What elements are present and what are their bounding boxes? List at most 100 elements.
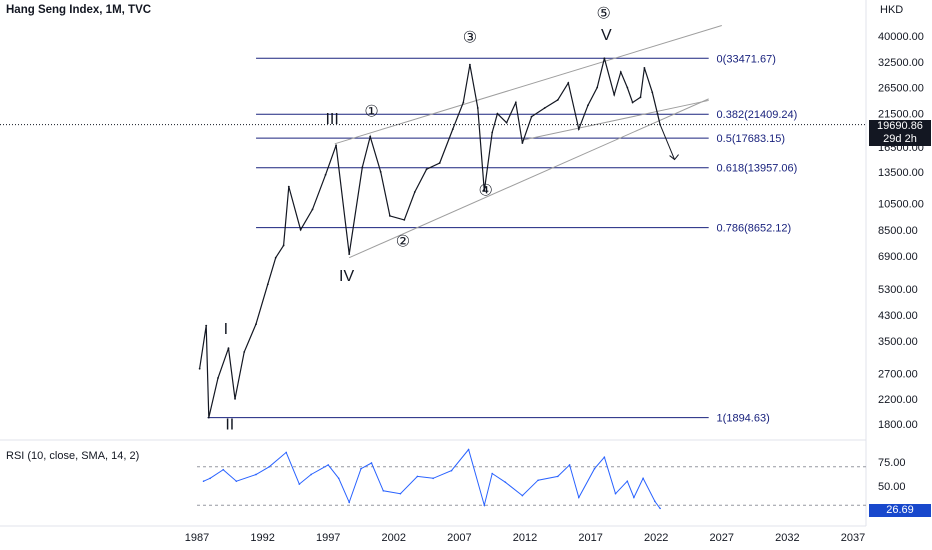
- rsi-point: [310, 473, 312, 476]
- last-price-badge: 19690.86 29d 2h: [869, 120, 931, 146]
- price-point: [656, 112, 659, 115]
- rsi-point: [432, 477, 434, 480]
- rsi-point: [382, 490, 385, 492]
- price-point: [243, 351, 246, 353]
- rsi-series: [202, 448, 661, 510]
- rsi-point: [568, 464, 571, 466]
- price-point: [596, 86, 599, 89]
- time-tick-label: 2002: [382, 532, 406, 544]
- rsi-point: [298, 483, 301, 485]
- price-point: [234, 397, 236, 400]
- rsi-point: [209, 477, 211, 480]
- price-point: [388, 214, 391, 217]
- fib-label: 0.382(21409.24): [717, 109, 798, 121]
- rsi-band-group: [0, 0, 867, 527]
- price-point: [577, 128, 580, 131]
- price-point: [282, 244, 285, 247]
- price-point: [403, 218, 406, 221]
- chart-title[interactable]: Hang Seng Index, 1M, TVC: [6, 4, 152, 16]
- rsi-point: [614, 492, 617, 495]
- rsi-title[interactable]: RSI (10, close, SMA, 14, 2): [6, 450, 140, 462]
- rsi-point: [337, 477, 340, 480]
- trend-line: [522, 99, 709, 141]
- price-point: [476, 107, 479, 109]
- time-tick-label: 2022: [644, 532, 668, 544]
- price-point: [274, 256, 277, 259]
- rsi-point: [327, 464, 330, 466]
- price-point: [425, 168, 428, 171]
- price-point: [451, 128, 454, 131]
- rsi-point: [202, 480, 205, 483]
- currency-label: HKD: [880, 4, 904, 16]
- fib-label: 0.618(13957.06): [717, 163, 798, 175]
- price-point: [324, 173, 327, 176]
- price-point: [530, 115, 533, 118]
- time-axis[interactable]: 1987 1992 1997 2002 2007 2012 2017 2022 2027 2032…: [185, 532, 865, 544]
- time-tick-label: 1992: [250, 532, 274, 544]
- rsi-point: [537, 479, 539, 482]
- wave-label: ②: [396, 233, 410, 250]
- rsi-point: [491, 472, 494, 475]
- rsi-point: [268, 466, 270, 468]
- price-point: [619, 71, 622, 73]
- price-point: [287, 185, 290, 188]
- price-point: [483, 189, 486, 192]
- wave-label: IV: [339, 268, 354, 285]
- time-tick-label: 2027: [710, 532, 734, 544]
- price-point: [556, 99, 559, 101]
- rsi-last-badge: 26.69: [869, 504, 931, 517]
- wave-label: II: [225, 417, 234, 434]
- price-tick-label: 4300.00: [878, 310, 918, 322]
- price-point: [496, 112, 499, 115]
- rsi-point: [557, 475, 559, 478]
- price-point: [207, 416, 210, 419]
- price-tick-label: 21500.00: [878, 109, 924, 121]
- price-point: [198, 367, 201, 370]
- price-tick-label: 10500.00: [878, 198, 924, 210]
- wave-label: ⑤: [597, 6, 611, 23]
- price-point: [643, 66, 646, 69]
- price-point: [348, 253, 351, 255]
- trend-line: [348, 98, 709, 259]
- fib-label: 1(1894.63): [717, 413, 770, 425]
- rsi-point: [285, 451, 288, 454]
- price-point: [603, 57, 606, 60]
- price-point: [462, 101, 465, 104]
- price-point: [361, 166, 364, 169]
- rsi-point: [370, 462, 373, 464]
- price-point: [631, 101, 634, 104]
- time-tick-label: 1997: [316, 532, 340, 544]
- rsi-axis[interactable]: 75.00 50.00: [878, 457, 906, 493]
- wave-label: ④: [478, 182, 492, 199]
- rsi-point: [603, 456, 606, 459]
- price-point: [543, 107, 546, 109]
- projection-arrowhead: [669, 154, 679, 161]
- rsi-point: [504, 481, 507, 483]
- trend-lines: [334, 25, 722, 259]
- rsi-point: [399, 492, 402, 495]
- last-price-value: 19690.86: [877, 120, 923, 132]
- fib-label: 0.786(8652.12): [717, 223, 792, 235]
- wave-label: V: [601, 27, 612, 44]
- rsi-point: [659, 507, 661, 510]
- price-axis[interactable]: 40000.0032500.0026500.0021500.0016500.00…: [878, 31, 924, 431]
- rsi-point: [577, 496, 580, 499]
- fib-label: 0.5(17683.15): [717, 133, 786, 145]
- price-point: [227, 347, 230, 350]
- trend-line: [334, 25, 722, 145]
- price-point: [613, 93, 616, 96]
- price-point: [255, 323, 257, 325]
- wave-label: I: [224, 321, 228, 338]
- rsi-point: [467, 448, 470, 451]
- price-point: [567, 81, 570, 84]
- price-tick-label: 1800.00: [878, 419, 918, 431]
- rsi-point: [235, 480, 238, 483]
- price-tick-label: 2700.00: [878, 368, 918, 380]
- price-point: [335, 144, 337, 147]
- price-tick-label: 8500.00: [878, 225, 918, 237]
- rsi-point: [633, 496, 635, 499]
- price-point: [491, 131, 494, 134]
- bar-countdown: 29d 2h: [883, 133, 917, 145]
- fib-label: 0(33471.67): [717, 53, 776, 65]
